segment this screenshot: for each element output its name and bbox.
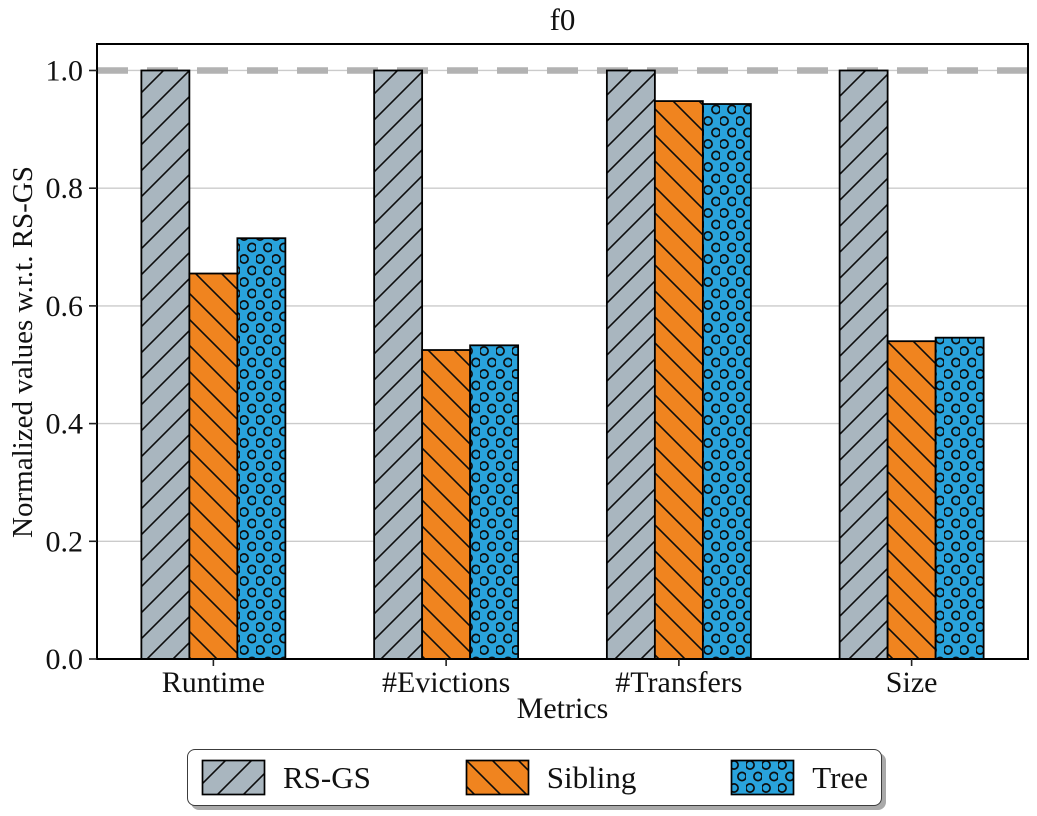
bar-hatch-transfers-sibling — [653, 100, 704, 660]
legend-item-rs-gs: RS-GS — [201, 759, 371, 796]
x-tick-label-size: Size — [886, 666, 938, 699]
legend-item-tree: Tree — [730, 759, 868, 796]
y-tick-label-1.0: 1.0 — [46, 54, 84, 87]
legend-swatch-rs-gs-icon — [201, 759, 266, 796]
legend-label-tree: Tree — [812, 760, 868, 795]
legend-swatch-tree-icon — [730, 759, 795, 796]
bars — [140, 69, 985, 660]
y-tick-label-0.0: 0.0 — [46, 643, 84, 676]
y-axis-label: Normalized values w.r.t. RS-GS — [7, 166, 39, 538]
x-tick-label-evictions: #Evictions — [382, 666, 510, 699]
bar-chart: 0.0 0.2 0.4 0.6 0.8 1.0 Runtime #Evictions #Tra… — [46, 43, 1029, 699]
bar-hatch-evictions-tree — [469, 344, 520, 660]
y-tick-label-0.2: 0.2 — [46, 525, 84, 558]
y-tick-label-0.8: 0.8 — [46, 172, 84, 205]
x-tick-labels: Runtime #Evictions #Transfers Size — [162, 659, 938, 699]
bar-hatch-transfers-tree — [701, 103, 752, 660]
bar-hatch-runtime-sibling — [188, 272, 239, 660]
legend-label-sibling: Sibling — [546, 760, 637, 795]
bar-hatch-transfers-rs-gs — [605, 69, 656, 660]
bar-hatch-size-sibling — [886, 340, 937, 660]
axes-frame — [96, 43, 1029, 660]
y-tick-labels: 0.0 0.2 0.4 0.6 0.8 1.0 — [46, 54, 97, 676]
plot-frame — [96, 43, 1029, 660]
bar-hatch-evictions-sibling — [421, 349, 472, 660]
legend: RS-GS Sibling Tree — [187, 749, 882, 806]
chart-title: f0 — [549, 2, 576, 37]
legend-label-rs-gs: RS-GS — [283, 760, 371, 795]
x-axis-label: Metrics — [516, 692, 609, 725]
y-tick-label-0.6: 0.6 — [46, 290, 84, 323]
bar-hatch-size-rs-gs — [838, 69, 889, 660]
bar-hatch-evictions-rs-gs — [373, 69, 424, 660]
x-tick-label-runtime: Runtime — [162, 666, 265, 699]
x-tick-label-transfers: #Transfers — [615, 666, 742, 699]
legend-swatch-sibling-icon — [465, 759, 530, 796]
bar-hatch-size-tree — [934, 336, 985, 660]
y-tick-label-0.4: 0.4 — [46, 408, 84, 441]
bar-hatch-runtime-tree — [236, 237, 287, 660]
bar-hatch-runtime-rs-gs — [140, 69, 191, 660]
legend-item-sibling: Sibling — [465, 759, 637, 796]
